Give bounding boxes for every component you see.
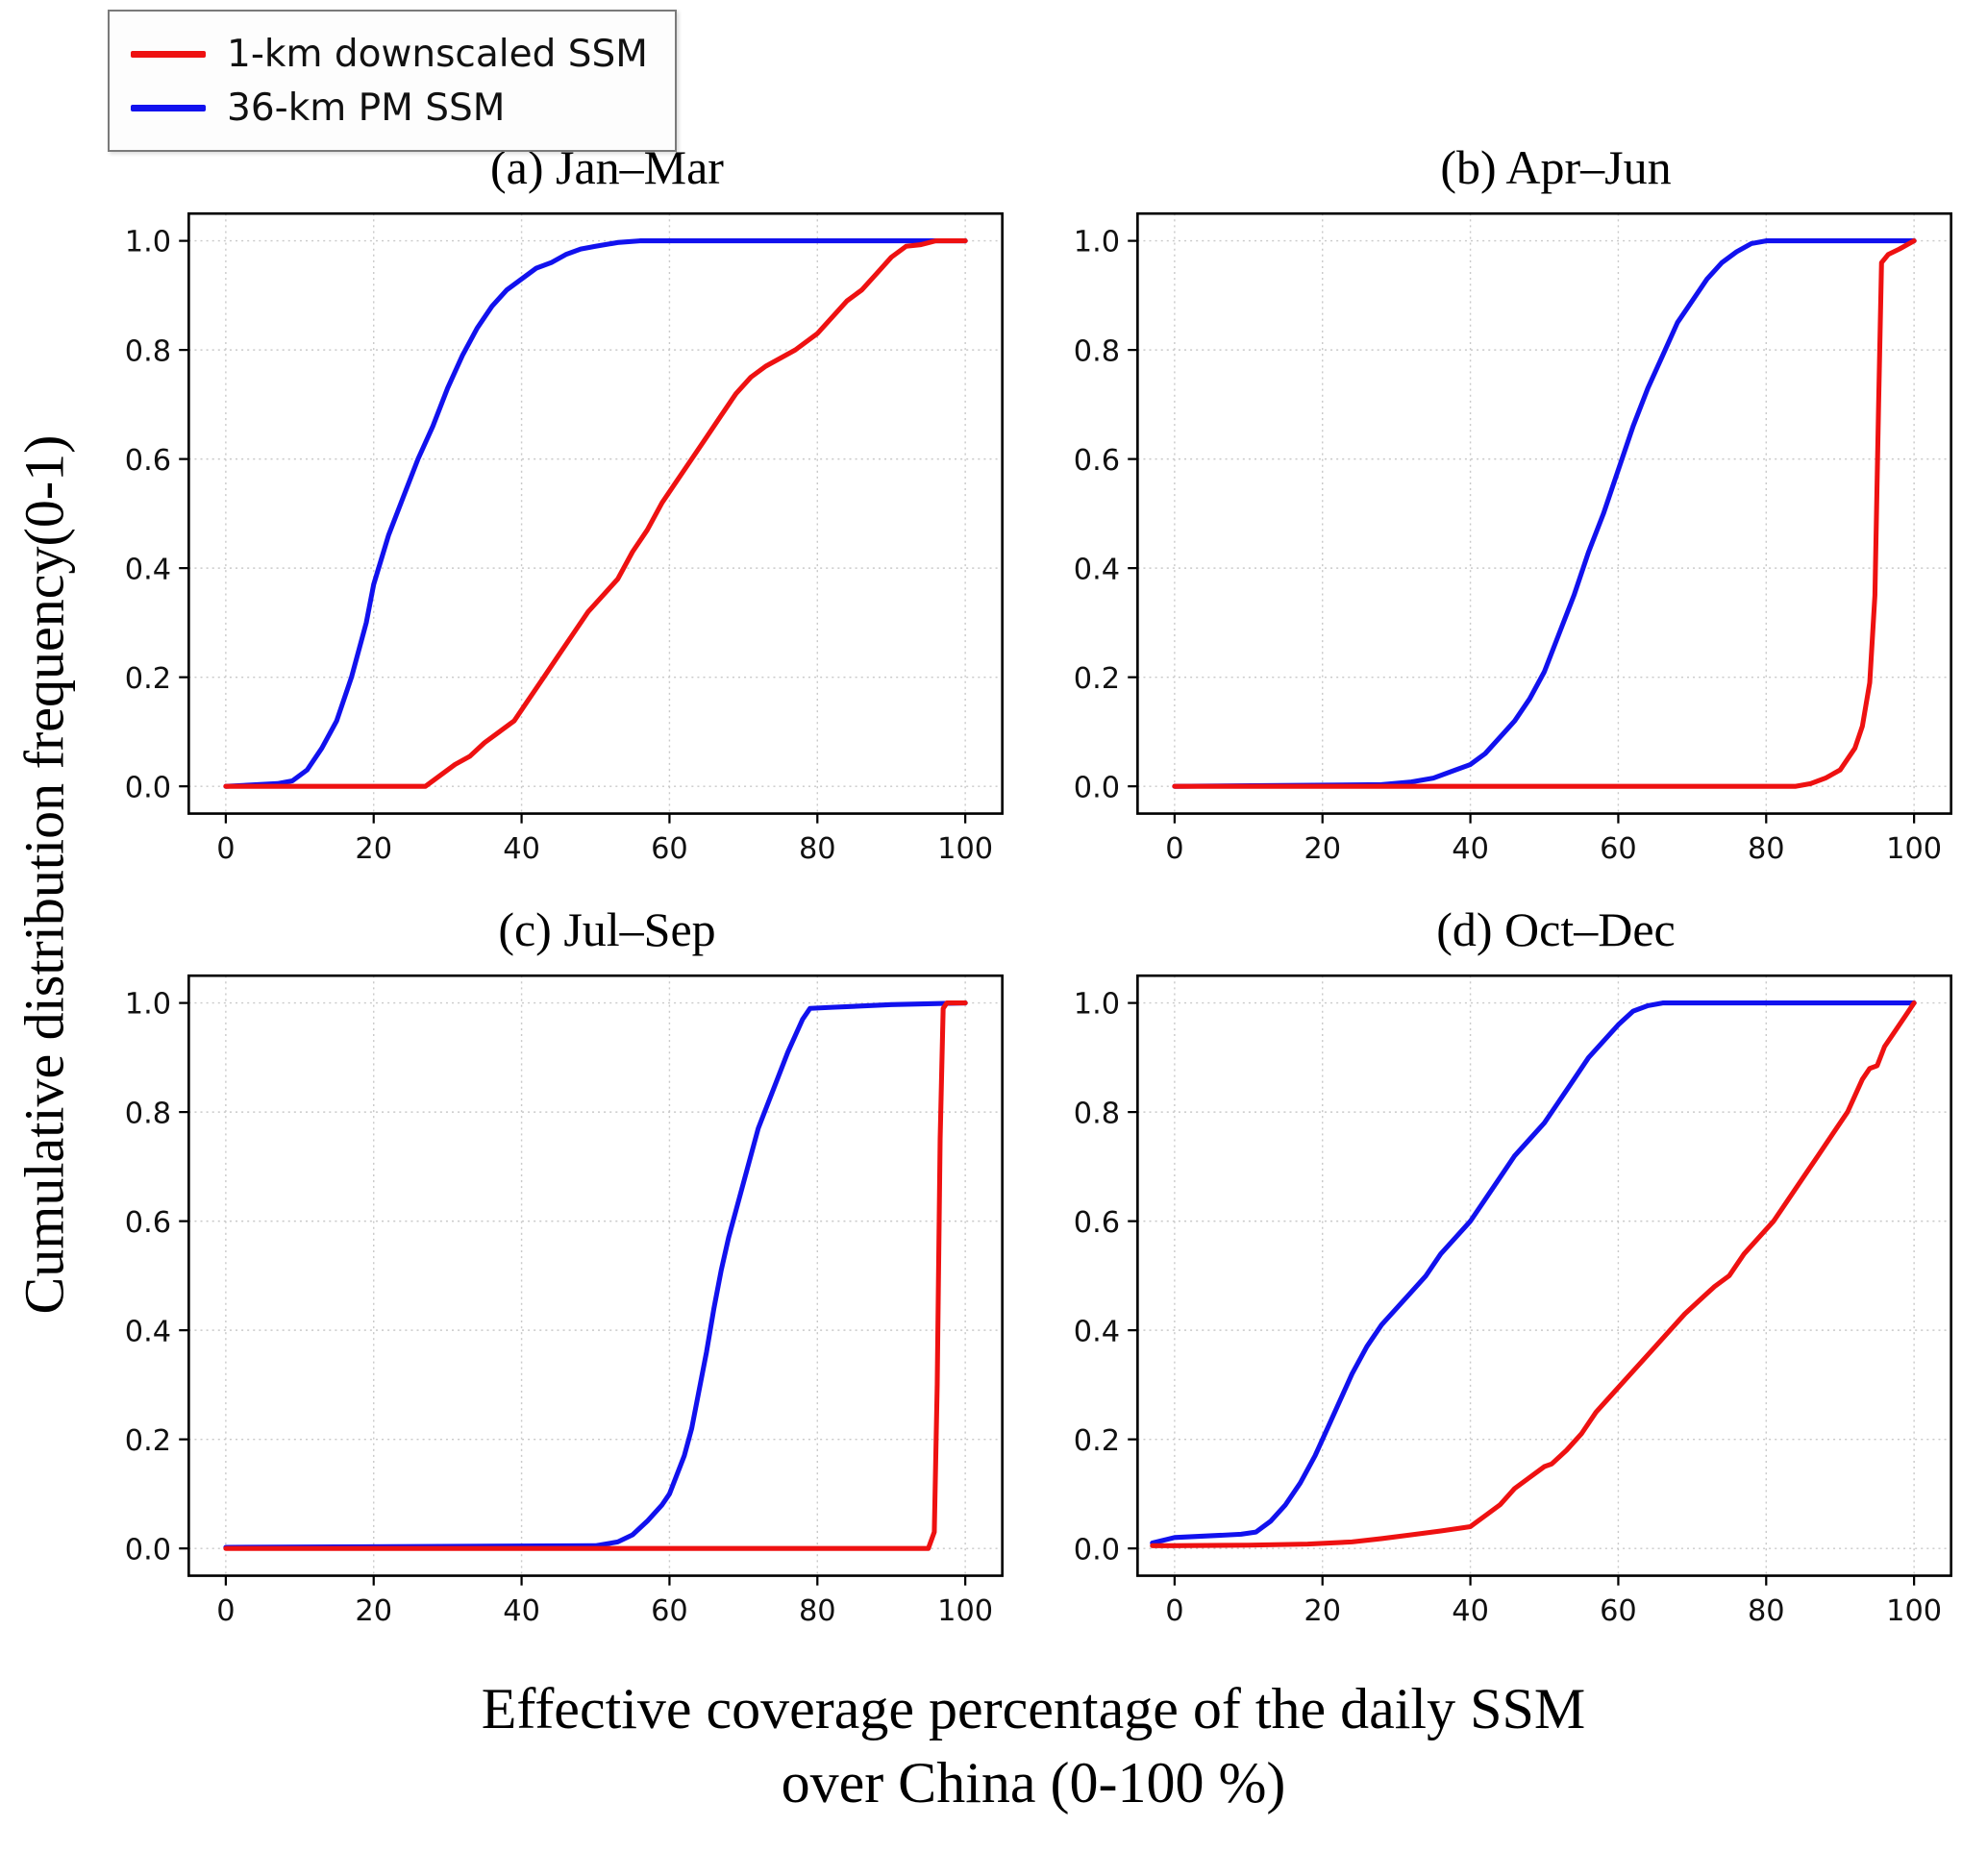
plot-apr-jun: 0 20 40 60 80 100 0.0 0.2 0.4 0.6 0.8 1.0: [1074, 211, 1952, 866]
x-tick-label: 80: [799, 1595, 836, 1629]
y-tick-label: 0.2: [1074, 1424, 1120, 1458]
series-line: [223, 238, 968, 789]
y-tick-label: 0.4: [125, 553, 171, 586]
y-tick-label: 0.6: [125, 1206, 171, 1240]
y-tick-label: 0.2: [125, 662, 171, 696]
y-tick-label: 1.0: [125, 988, 171, 1022]
panel-jan-mar: (a) Jan–Mar 0 20 40 60 80 100 0.0 0.2 0.4 0.6 0.8 1…: [91, 136, 1027, 879]
x-tick-label: 80: [1748, 1595, 1785, 1629]
panel-oct-dec: (d) Oct–Dec 0 20 40 60 80 100 0.0 0.2 0.4 0.6 0.8 1…: [1040, 899, 1975, 1642]
series-line: [1150, 1000, 1917, 1549]
y-tick-label: 0.0: [1074, 1534, 1120, 1567]
y-tick-label: 0.8: [125, 1098, 171, 1131]
panel-title: (b) Apr–Jun: [1440, 140, 1672, 194]
legend-label: 1-km downscaled SSM: [227, 32, 648, 76]
x-tick-label: 0: [216, 1595, 235, 1629]
panel-title: (d) Oct–Dec: [1436, 902, 1676, 957]
legend-item: 36-km PM SSM: [131, 81, 648, 135]
x-axis-label-line2: over China (0-100 %): [781, 1751, 1286, 1815]
y-tick-label: 0.4: [125, 1316, 171, 1349]
x-axis-label-line1: Effective coverage percentage of the dai…: [481, 1677, 1586, 1741]
x-tick-label: 20: [355, 832, 392, 866]
y-tick-label: 0.8: [1074, 334, 1120, 368]
charts-grid: (a) Jan–Mar 0 20 40 60 80 100 0.0 0.2 0.4 0.6 0.8 1…: [91, 136, 1975, 1642]
y-tick-label: 0.4: [1074, 553, 1120, 586]
y-tick-label: 0.2: [125, 1424, 171, 1458]
series-line: [223, 1000, 968, 1552]
y-tick-label: 0.0: [125, 1534, 171, 1567]
legend-label: 36-km PM SSM: [227, 86, 506, 130]
x-tick-label: 100: [1886, 1595, 1942, 1629]
x-tick-label: 100: [937, 832, 993, 866]
plot-frame: [1136, 211, 1952, 815]
y-axis-label: Cumulative distribution frequency(0-1): [12, 434, 76, 1315]
x-tick-label: 60: [651, 1595, 688, 1629]
plot-oct-dec: 0 20 40 60 80 100 0.0 0.2 0.4 0.6 0.8 1.0: [1074, 975, 1952, 1629]
x-tick-label: 60: [651, 832, 688, 866]
x-tick-label: 20: [355, 1595, 392, 1629]
y-axis-label-column: Cumulative distribution frequency(0-1): [0, 144, 88, 1605]
plot-jul-sep: 0 20 40 60 80 100 0.0 0.2 0.4 0.6 0.8 1.0: [125, 975, 1004, 1629]
x-tick-label: 40: [1452, 1595, 1489, 1629]
x-tick-label: 40: [503, 1595, 540, 1629]
x-tick-label: 60: [1600, 1595, 1637, 1629]
y-tick-label: 0.0: [1074, 771, 1120, 804]
series-line: [1172, 238, 1917, 789]
x-tick-label: 100: [1886, 832, 1942, 866]
x-tick-label: 60: [1600, 832, 1637, 866]
y-tick-label: 1.0: [125, 226, 171, 259]
x-tick-label: 0: [1165, 832, 1183, 866]
y-tick-label: 0.6: [1074, 444, 1120, 478]
y-tick-label: 0.8: [125, 334, 171, 368]
panel-jul-sep: (c) Jul–Sep 0 20 40 60 80 100 0.0 0.2 0.4 0.6 0.8 1…: [91, 899, 1027, 1642]
legend-line-red: [131, 50, 206, 58]
panel-apr-jun: (b) Apr–Jun 0 20 40 60 80 100 0.0 0.2 0.4 0.6 0.8 1…: [1040, 136, 1975, 879]
series-line: [1150, 1000, 1917, 1546]
y-tick-label: 1.0: [1074, 988, 1120, 1022]
series-line: [1172, 238, 1917, 789]
x-tick-label: 40: [503, 832, 540, 866]
x-tick-label: 0: [1165, 1595, 1183, 1629]
y-tick-label: 0.6: [125, 444, 171, 478]
y-tick-label: 0.6: [1074, 1206, 1120, 1240]
y-tick-label: 0.2: [1074, 662, 1120, 696]
x-tick-label: 20: [1304, 832, 1341, 866]
x-tick-label: 80: [799, 832, 836, 866]
x-axis-label: Effective coverage percentage of the dai…: [91, 1672, 1975, 1820]
plot-frame: [1136, 975, 1952, 1578]
x-tick-label: 20: [1304, 1595, 1341, 1629]
legend-line-blue: [131, 104, 206, 111]
plot-frame: [187, 975, 1004, 1578]
x-tick-label: 40: [1452, 832, 1489, 866]
legend: 1-km downscaled SSM 36-km PM SSM: [108, 10, 677, 152]
series-line: [223, 238, 968, 789]
legend-item: 1-km downscaled SSM: [131, 27, 648, 81]
series-line: [223, 1000, 968, 1551]
y-tick-label: 1.0: [1074, 226, 1120, 259]
y-tick-label: 0.4: [1074, 1316, 1120, 1349]
panel-title: (c) Jul–Sep: [498, 902, 716, 957]
plot-frame: [187, 211, 1004, 815]
x-tick-label: 80: [1748, 832, 1785, 866]
y-tick-label: 0.0: [125, 771, 171, 804]
x-tick-label: 100: [937, 1595, 993, 1629]
plot-jan-mar: 0 20 40 60 80 100 0.0 0.2 0.4 0.6 0.8 1.0: [125, 211, 1004, 866]
x-tick-label: 0: [216, 832, 235, 866]
y-tick-label: 0.8: [1074, 1098, 1120, 1131]
